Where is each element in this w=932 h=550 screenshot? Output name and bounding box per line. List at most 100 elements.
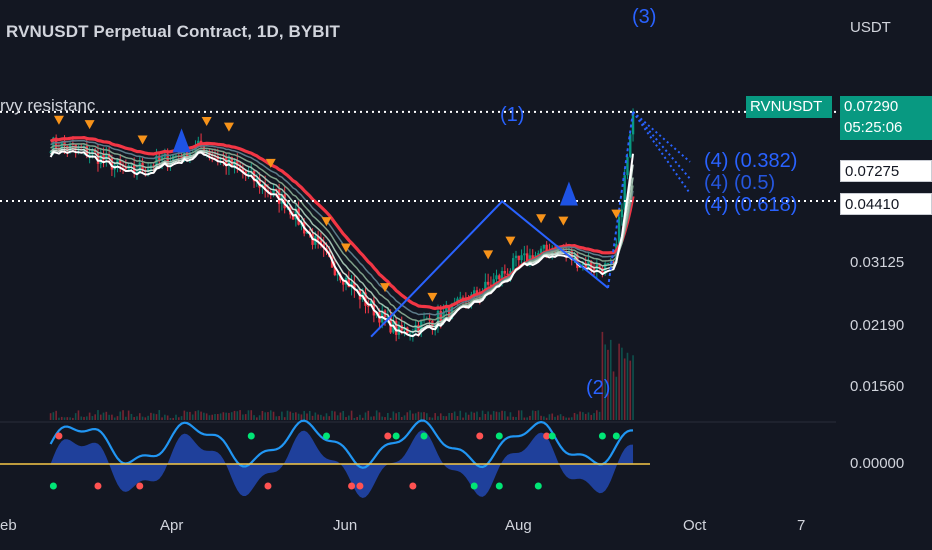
signal-triangle-0	[172, 128, 191, 153]
candle-body	[626, 156, 629, 176]
chart-title: RVNUSDT Perpetual Contract, 1D, BYBIT	[6, 22, 340, 41]
candles	[49, 108, 635, 342]
fib-label-05: (4) (0.5)	[704, 172, 776, 194]
volume-bar	[256, 417, 258, 420]
marker-13	[558, 216, 569, 226]
volume-bar	[172, 417, 175, 420]
oscillator-pane	[0, 419, 836, 498]
volume-bar	[105, 411, 108, 420]
volume-bar	[49, 413, 52, 420]
marker-4	[223, 122, 234, 132]
volume-bar	[331, 410, 333, 420]
candle-body	[202, 146, 206, 154]
volume-bar	[113, 417, 116, 420]
volume-bar	[108, 414, 110, 420]
oscillator-dot	[264, 482, 272, 490]
candle-body	[96, 152, 100, 164]
volume-bar	[177, 417, 180, 420]
volume-bar	[554, 416, 556, 420]
volume-bar	[534, 411, 537, 420]
volume-bar	[155, 414, 158, 420]
candle-body	[247, 172, 250, 174]
candle-body	[275, 188, 278, 190]
volume-bar	[387, 412, 389, 420]
ema-ribbon	[49, 136, 635, 338]
candle-body	[283, 194, 286, 209]
last-price-value: 0.07290	[844, 98, 899, 115]
oscillator-dot	[470, 482, 478, 490]
volume-bar	[632, 355, 634, 420]
volume-bar	[353, 417, 356, 420]
volume-bar	[490, 414, 492, 420]
candle-body	[224, 158, 228, 166]
candle-body	[512, 258, 515, 271]
candle-body	[629, 134, 632, 157]
candle-body	[369, 300, 373, 307]
candle-body	[174, 155, 178, 157]
candle-body	[417, 324, 420, 333]
volume-bar	[225, 412, 227, 420]
oscillator-dot	[495, 482, 503, 490]
volume-bar	[116, 416, 119, 420]
volume-bar	[300, 414, 303, 420]
candle-body	[88, 154, 91, 156]
volume-bar	[512, 416, 515, 420]
candle-body	[105, 154, 108, 160]
volume-bar	[540, 415, 542, 420]
marker-8	[380, 283, 391, 293]
wave-label-2: (2)	[586, 377, 611, 399]
candle-body	[459, 297, 462, 299]
volume-bar	[629, 360, 632, 420]
volume-bar	[205, 413, 208, 420]
volume-bar	[58, 417, 60, 420]
volume-bar	[615, 376, 618, 420]
candle-body	[135, 171, 139, 173]
volume-bar	[258, 415, 261, 420]
symbol-badge: RVNUSDT	[746, 96, 832, 118]
marker-9	[427, 292, 438, 302]
volume-bar	[63, 417, 66, 420]
candle-body	[316, 236, 320, 241]
candle-body	[592, 268, 596, 270]
volume-bar	[557, 415, 559, 420]
volume-bar	[334, 411, 336, 420]
volume-bar	[127, 410, 130, 420]
volume-bar	[308, 411, 311, 420]
volume-bar	[403, 415, 406, 420]
volume-bar	[283, 417, 286, 420]
volume-bar	[509, 412, 512, 420]
volume-bar	[102, 412, 105, 420]
candle-body	[394, 321, 398, 335]
oscillator-dot	[548, 432, 556, 440]
volume-bar	[361, 417, 364, 420]
volume-bar	[314, 412, 317, 420]
candle-body	[447, 306, 451, 319]
candle-body	[606, 263, 610, 265]
volume-bar	[144, 417, 147, 420]
volume-bar	[86, 416, 88, 420]
candle-body	[336, 274, 339, 276]
volume-bar	[219, 413, 222, 420]
volume-bar	[233, 410, 236, 420]
volume-bar	[473, 412, 475, 420]
volume-bar	[607, 349, 609, 420]
volume-bar	[244, 414, 247, 420]
volume-bar	[130, 413, 133, 420]
volume-bar	[437, 416, 439, 420]
volume-bar	[389, 417, 392, 420]
candle-body	[252, 170, 256, 182]
oscillator-dot	[409, 482, 417, 490]
oscillator-line	[49, 419, 634, 469]
volume-bar	[236, 411, 239, 420]
volume-bar	[373, 416, 375, 420]
candle-body	[180, 155, 183, 159]
volume-bar	[317, 414, 319, 420]
candle-body	[598, 263, 601, 268]
volume-bar	[122, 410, 124, 420]
resistance-label: rvy resistanc	[0, 96, 96, 115]
volume-bar	[398, 411, 400, 420]
volume-bar	[626, 352, 629, 420]
marker-10	[483, 250, 494, 260]
